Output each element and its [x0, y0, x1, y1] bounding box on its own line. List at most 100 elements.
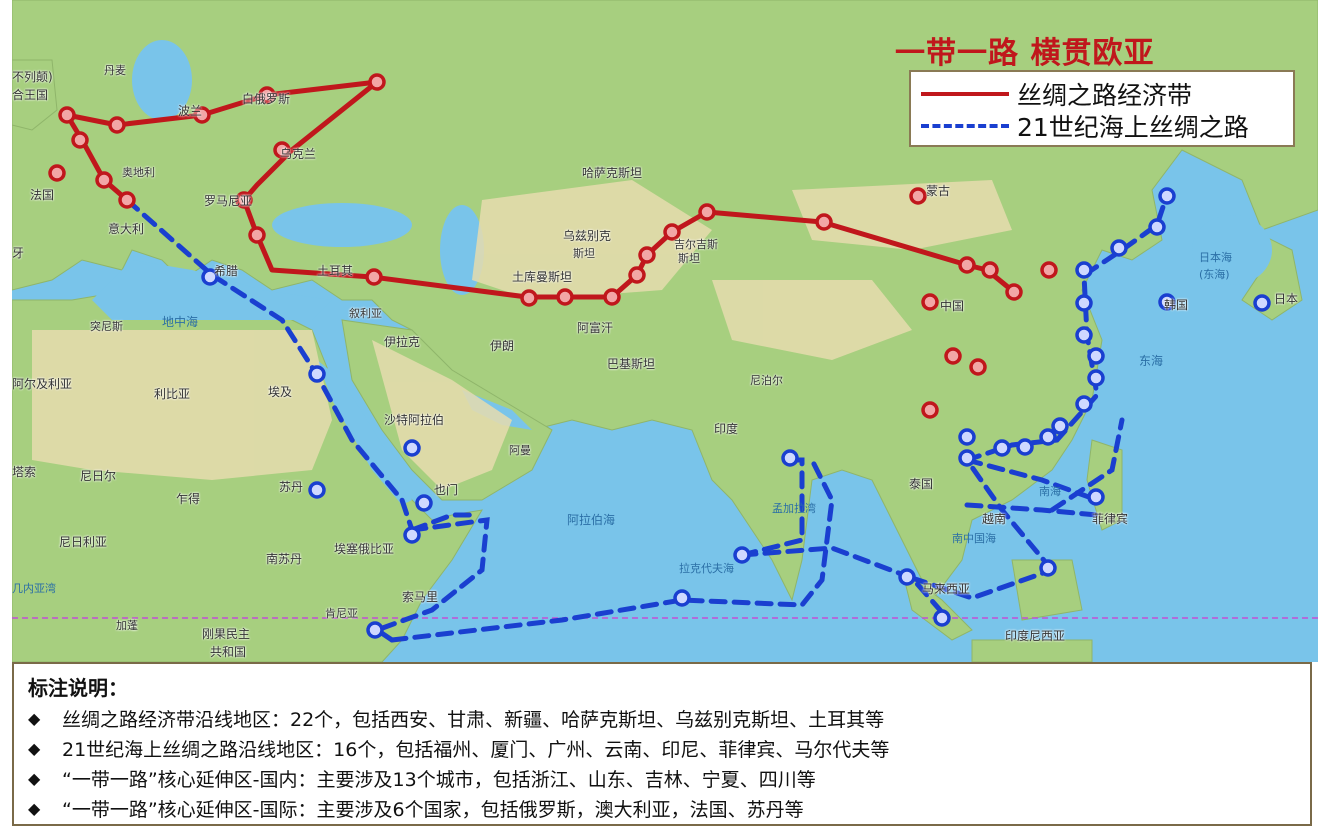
map-label: 阿尔及利亚	[12, 377, 73, 391]
sea-route-node	[308, 365, 326, 383]
island-borneo	[1011, 559, 1083, 621]
map-label: 乌兹别克	[563, 229, 612, 243]
notes-panel: 标注说明： ◆ 丝绸之路经济带沿线地区：22个，包括西安、甘肃、新疆、哈萨克斯坦、…	[12, 662, 1312, 826]
map-label: 越南	[982, 512, 1007, 526]
map-label: 刚果民主	[202, 627, 251, 641]
sea-route-malacca	[909, 567, 1055, 601]
sea-route-borneo	[964, 502, 1100, 518]
sea-route-south-china	[963, 192, 1170, 573]
map-title: 一带一路 横贯欧亚	[895, 36, 1155, 71]
bullet-icon: ◆	[28, 768, 41, 788]
land-route-swatch	[921, 92, 1009, 96]
note-text: 21世纪海上丝绸之路沿线地区：16个，包括福州、厦门、广州、云南、印尼、菲律宾、…	[62, 738, 890, 761]
notes-heading: 标注说明：	[28, 676, 128, 700]
map-label: 沙特阿拉伯	[384, 413, 445, 427]
map-label: 阿拉伯海	[567, 513, 616, 527]
legend-sea: 21世纪海上丝绸之路	[921, 110, 1249, 142]
sea-route-node	[1158, 187, 1176, 205]
map-label: 合王国	[12, 88, 49, 102]
legend: 丝绸之路经济带 21世纪海上丝绸之路	[909, 70, 1295, 147]
map-label: 泰国	[909, 477, 934, 491]
map-label: 罗马尼亚	[204, 194, 253, 208]
map-label: 叙利亚	[349, 307, 382, 320]
map-label: 土库曼斯坦	[512, 270, 573, 284]
map-label: 丹麦	[104, 64, 126, 77]
tibet-plateau	[712, 280, 912, 360]
bullet-icon: ◆	[28, 798, 41, 818]
map-label: 菲律宾	[1092, 512, 1129, 526]
land-route-node	[108, 116, 126, 134]
map-label: 共和国	[210, 645, 247, 659]
map-label: 乍得	[176, 492, 201, 506]
note-item: ◆ 21世纪海上丝绸之路沿线地区：16个，包括福州、厦门、广州、云南、印尼、菲律宾…	[28, 733, 1310, 763]
sea-route-node	[201, 268, 219, 286]
land-route-node	[909, 187, 927, 205]
sea-route-indian-ocean	[389, 457, 835, 643]
map-label: 牙	[12, 246, 25, 260]
note-item: ◆ “一带一路”核心延伸区-国内：主要涉及13个城市，包括浙江、山东、吉林、宁夏、…	[28, 763, 1310, 793]
land-route-node	[48, 164, 66, 182]
baltic-sea	[132, 40, 192, 120]
land-route-line	[66, 79, 1016, 300]
map-label: 尼日尔	[80, 469, 117, 483]
land-route-node	[71, 131, 89, 149]
map-label: 马来西亚	[922, 582, 971, 596]
map-label: 南海	[1039, 485, 1061, 498]
legend-land-label: 丝绸之路经济带	[1017, 81, 1193, 110]
map-label: 南苏丹	[266, 552, 303, 566]
map-label: 印度尼西亚	[1005, 629, 1066, 643]
gobi-desert	[792, 180, 1012, 250]
land-route-node	[193, 106, 211, 124]
sea-route-node	[1075, 294, 1093, 312]
land-route-node	[235, 191, 253, 209]
map-label: 阿富汗	[577, 321, 614, 335]
map-label: 斯坦	[573, 247, 595, 260]
sea-route-node	[1016, 438, 1034, 456]
central-asian-desert	[472, 180, 712, 300]
bullet-icon: ◆	[28, 738, 41, 758]
route-map: 不列颠) 合王国 丹麦 波兰 白俄罗斯 乌克兰 法国 奥地利 罗马尼亚 意大利 …	[12, 0, 1318, 662]
map-label: 不列颠)	[12, 70, 53, 84]
land-route-node	[365, 268, 383, 286]
map-label: 东海	[1139, 354, 1164, 368]
note-item: ◆ “一带一路”核心延伸区-国际：主要涉及6个国家，包括俄罗斯，澳大利亚，法国、苏…	[28, 793, 1310, 823]
sea-route-node	[993, 439, 1011, 457]
land-route-node	[944, 347, 962, 365]
map-label: 希腊	[214, 264, 239, 278]
map-label: 南中国海	[952, 532, 996, 545]
land-route-west-branch	[64, 113, 129, 202]
land-route-node	[273, 141, 291, 159]
map-label: 巴基斯坦	[607, 357, 656, 371]
sea-route-node	[733, 546, 751, 564]
note-text: “一带一路”核心延伸区-国内：主要涉及13个城市，包括浙江、山东、吉林、宁夏、四…	[62, 768, 816, 791]
land-route-node	[815, 213, 833, 231]
land-route-node	[603, 288, 621, 306]
map-label: 日本海	[1199, 251, 1232, 264]
map-label: 尼泊尔	[750, 374, 783, 387]
black-sea	[272, 203, 412, 247]
bullet-icon: ◆	[28, 708, 41, 728]
map-label: 伊朗	[490, 339, 515, 353]
map-label: 白俄罗斯	[242, 92, 291, 106]
land-route-node	[368, 73, 386, 91]
red-sea	[317, 360, 412, 505]
sea-route-node	[898, 568, 916, 586]
sea-route-node	[1148, 218, 1166, 236]
legend-sea-label: 21世纪海上丝绸之路	[1017, 113, 1249, 142]
map-label: 吉尔吉斯	[674, 238, 718, 251]
map-label: 奥地利	[122, 166, 155, 179]
map-label: 索马里	[402, 590, 439, 604]
map-label: 苏丹	[279, 480, 304, 494]
sea-route-node	[958, 428, 976, 446]
land-route-node	[520, 289, 538, 307]
map-label: 也门	[434, 483, 459, 497]
map-label: 突尼斯	[90, 320, 123, 333]
sea-route-node	[403, 526, 421, 544]
map-label: 斯坦	[678, 252, 700, 265]
map-label: 孟加拉湾	[772, 502, 816, 515]
land-route-node	[556, 288, 574, 306]
sea-route-node	[1051, 417, 1069, 435]
sea-route-node	[958, 449, 976, 467]
map-label: 拉克代夫海	[679, 562, 734, 575]
map-label: 中国	[940, 299, 965, 313]
